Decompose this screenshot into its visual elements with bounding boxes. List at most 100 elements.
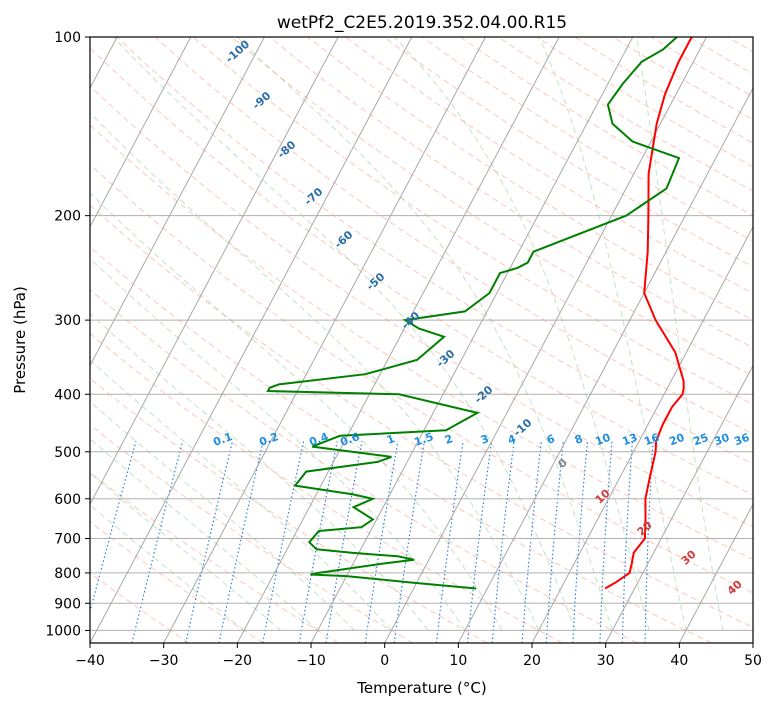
moist-adiabats bbox=[90, 37, 724, 631]
mixing-ratio-line bbox=[521, 441, 542, 643]
y-tick-label: 500 bbox=[54, 445, 81, 461]
chart-title: wetPf2_C2E5.2019.352.04.00.R15 bbox=[277, 13, 567, 33]
dry-adiabat-line bbox=[90, 47, 753, 496]
mixing-ratio-label: 8 bbox=[573, 432, 585, 447]
mixing-ratio-label: 0.1 bbox=[211, 430, 234, 449]
x-tick-label: −30 bbox=[149, 653, 179, 669]
y-tick-label: 1000 bbox=[45, 623, 81, 639]
mixing-ratio-line bbox=[466, 441, 493, 643]
mixing-ratio-label: 6 bbox=[545, 432, 557, 447]
plot-area: -100-90-80-70-60-50-40-30-20-10010203040… bbox=[90, 37, 753, 643]
mixing-ratio-label: 25 bbox=[691, 431, 710, 448]
y-tick-label: 700 bbox=[54, 532, 81, 548]
y-axis: 100 200 300 400 500 600 700 800 900 1000 bbox=[45, 30, 90, 639]
x-axis-label: Temperature (°C) bbox=[356, 679, 486, 697]
mixing-ratio-line bbox=[545, 441, 564, 643]
dry-adiabats bbox=[90, 37, 753, 643]
dry-adiabat-line bbox=[90, 288, 638, 643]
mixing-ratio-label: 10 bbox=[593, 431, 612, 449]
mixing-ratio-line bbox=[131, 441, 184, 643]
mixing-ratio-label: 0.4 bbox=[307, 430, 330, 449]
moist-adiabat-line bbox=[90, 257, 466, 631]
moist-adiabat-line bbox=[636, 37, 724, 631]
x-tick-label: −10 bbox=[296, 653, 326, 669]
y-tick-label: 100 bbox=[54, 30, 81, 46]
mixing-ratio-line bbox=[364, 441, 399, 643]
mixing-ratio-label: 2 bbox=[443, 432, 455, 447]
mixing-ratio-line bbox=[491, 441, 515, 643]
isotherm-line bbox=[310, 37, 634, 643]
y-tick-label: 900 bbox=[54, 596, 81, 612]
dewpoint-profile-line bbox=[266, 37, 681, 590]
mixing-ratio-label: 4 bbox=[506, 432, 518, 447]
dry-adiabat-line bbox=[90, 572, 190, 643]
y-tick-label: 300 bbox=[54, 313, 81, 329]
y-tick-label: 800 bbox=[54, 566, 81, 582]
dry-adiabat-line bbox=[269, 37, 753, 349]
mixing-ratio-lines bbox=[90, 441, 654, 643]
moist-adiabat-line bbox=[90, 359, 392, 631]
mixing-ratio-line bbox=[599, 441, 613, 643]
isotherm-line bbox=[236, 37, 560, 643]
moist-adiabat-line bbox=[112, 37, 576, 631]
plot-frame bbox=[89, 36, 754, 644]
mixing-ratio-label: 20 bbox=[667, 431, 686, 449]
isotherms bbox=[90, 37, 753, 643]
y-axis-label: Pressure (hPa) bbox=[11, 286, 29, 394]
y-tick-label: 600 bbox=[54, 492, 81, 508]
x-axis: −40 −30 −20 −10 0 10 20 30 40 50 bbox=[75, 643, 762, 669]
mixing-ratio-line bbox=[325, 441, 363, 643]
mixing-ratio-line bbox=[262, 441, 305, 643]
moist-adiabat-line bbox=[90, 112, 540, 631]
x-tick-label: 50 bbox=[744, 653, 762, 669]
isotherm-line bbox=[457, 86, 753, 643]
x-tick-label: −20 bbox=[223, 653, 253, 669]
mixing-ratio-label: 1 bbox=[385, 432, 397, 447]
isotherm-line bbox=[605, 364, 753, 643]
mixing-ratio-line bbox=[435, 441, 464, 643]
x-tick-label: 40 bbox=[670, 653, 688, 669]
dry-adiabat-line bbox=[90, 424, 414, 643]
y-tick-label: 200 bbox=[54, 209, 81, 225]
dry-adiabat-line bbox=[231, 37, 753, 377]
mixing-ratio-line bbox=[572, 441, 589, 643]
x-tick-label: 30 bbox=[597, 653, 615, 669]
x-tick-label: −40 bbox=[75, 653, 105, 669]
mixing-ratio-line bbox=[218, 441, 264, 643]
isotherm-line bbox=[90, 37, 413, 643]
mixing-ratio-line bbox=[185, 441, 234, 643]
mixing-ratio-label: 30 bbox=[712, 431, 731, 449]
isotherm-line bbox=[384, 37, 707, 643]
moist-adiabat-line bbox=[90, 438, 319, 631]
mixing-ratio-label: 3 bbox=[479, 432, 491, 447]
x-tick-label: 10 bbox=[449, 653, 467, 669]
moist-adiabat-line bbox=[394, 37, 650, 631]
mixing-ratio-line bbox=[90, 441, 137, 614]
isotherm-line bbox=[90, 37, 265, 367]
dry-adiabat-line bbox=[90, 85, 753, 528]
mixing-ratio-line bbox=[621, 441, 633, 643]
mixing-ratio-label: 0.2 bbox=[257, 430, 280, 449]
y-tick-label: 400 bbox=[54, 387, 81, 403]
isotherm-line bbox=[678, 503, 753, 643]
mixing-ratio-label: 1.5 bbox=[412, 430, 435, 449]
moist-adiabat-line bbox=[90, 312, 429, 631]
moist-adiabat-line bbox=[236, 37, 613, 631]
temperature-profile-line bbox=[604, 37, 693, 590]
mixing-ratio-label: 36 bbox=[732, 431, 751, 449]
dry-adiabat-line bbox=[90, 246, 712, 643]
mixing-ratio-line bbox=[298, 441, 338, 643]
profiles bbox=[266, 37, 693, 590]
moist-adiabat-line bbox=[538, 37, 687, 631]
pressure-grid bbox=[90, 37, 753, 631]
mixing-ratio-label: 13 bbox=[620, 431, 639, 448]
isotherm-line bbox=[90, 37, 339, 506]
mixing-ratio-label: 0.6 bbox=[338, 430, 361, 449]
isotherm-line bbox=[531, 225, 753, 643]
mixing-ratio-line bbox=[644, 441, 654, 643]
mixing-ratio-label: 16 bbox=[642, 431, 661, 449]
dry-adiabat-line bbox=[90, 377, 488, 643]
dry-adiabat-line bbox=[116, 37, 753, 465]
isotherm-line bbox=[163, 37, 486, 643]
